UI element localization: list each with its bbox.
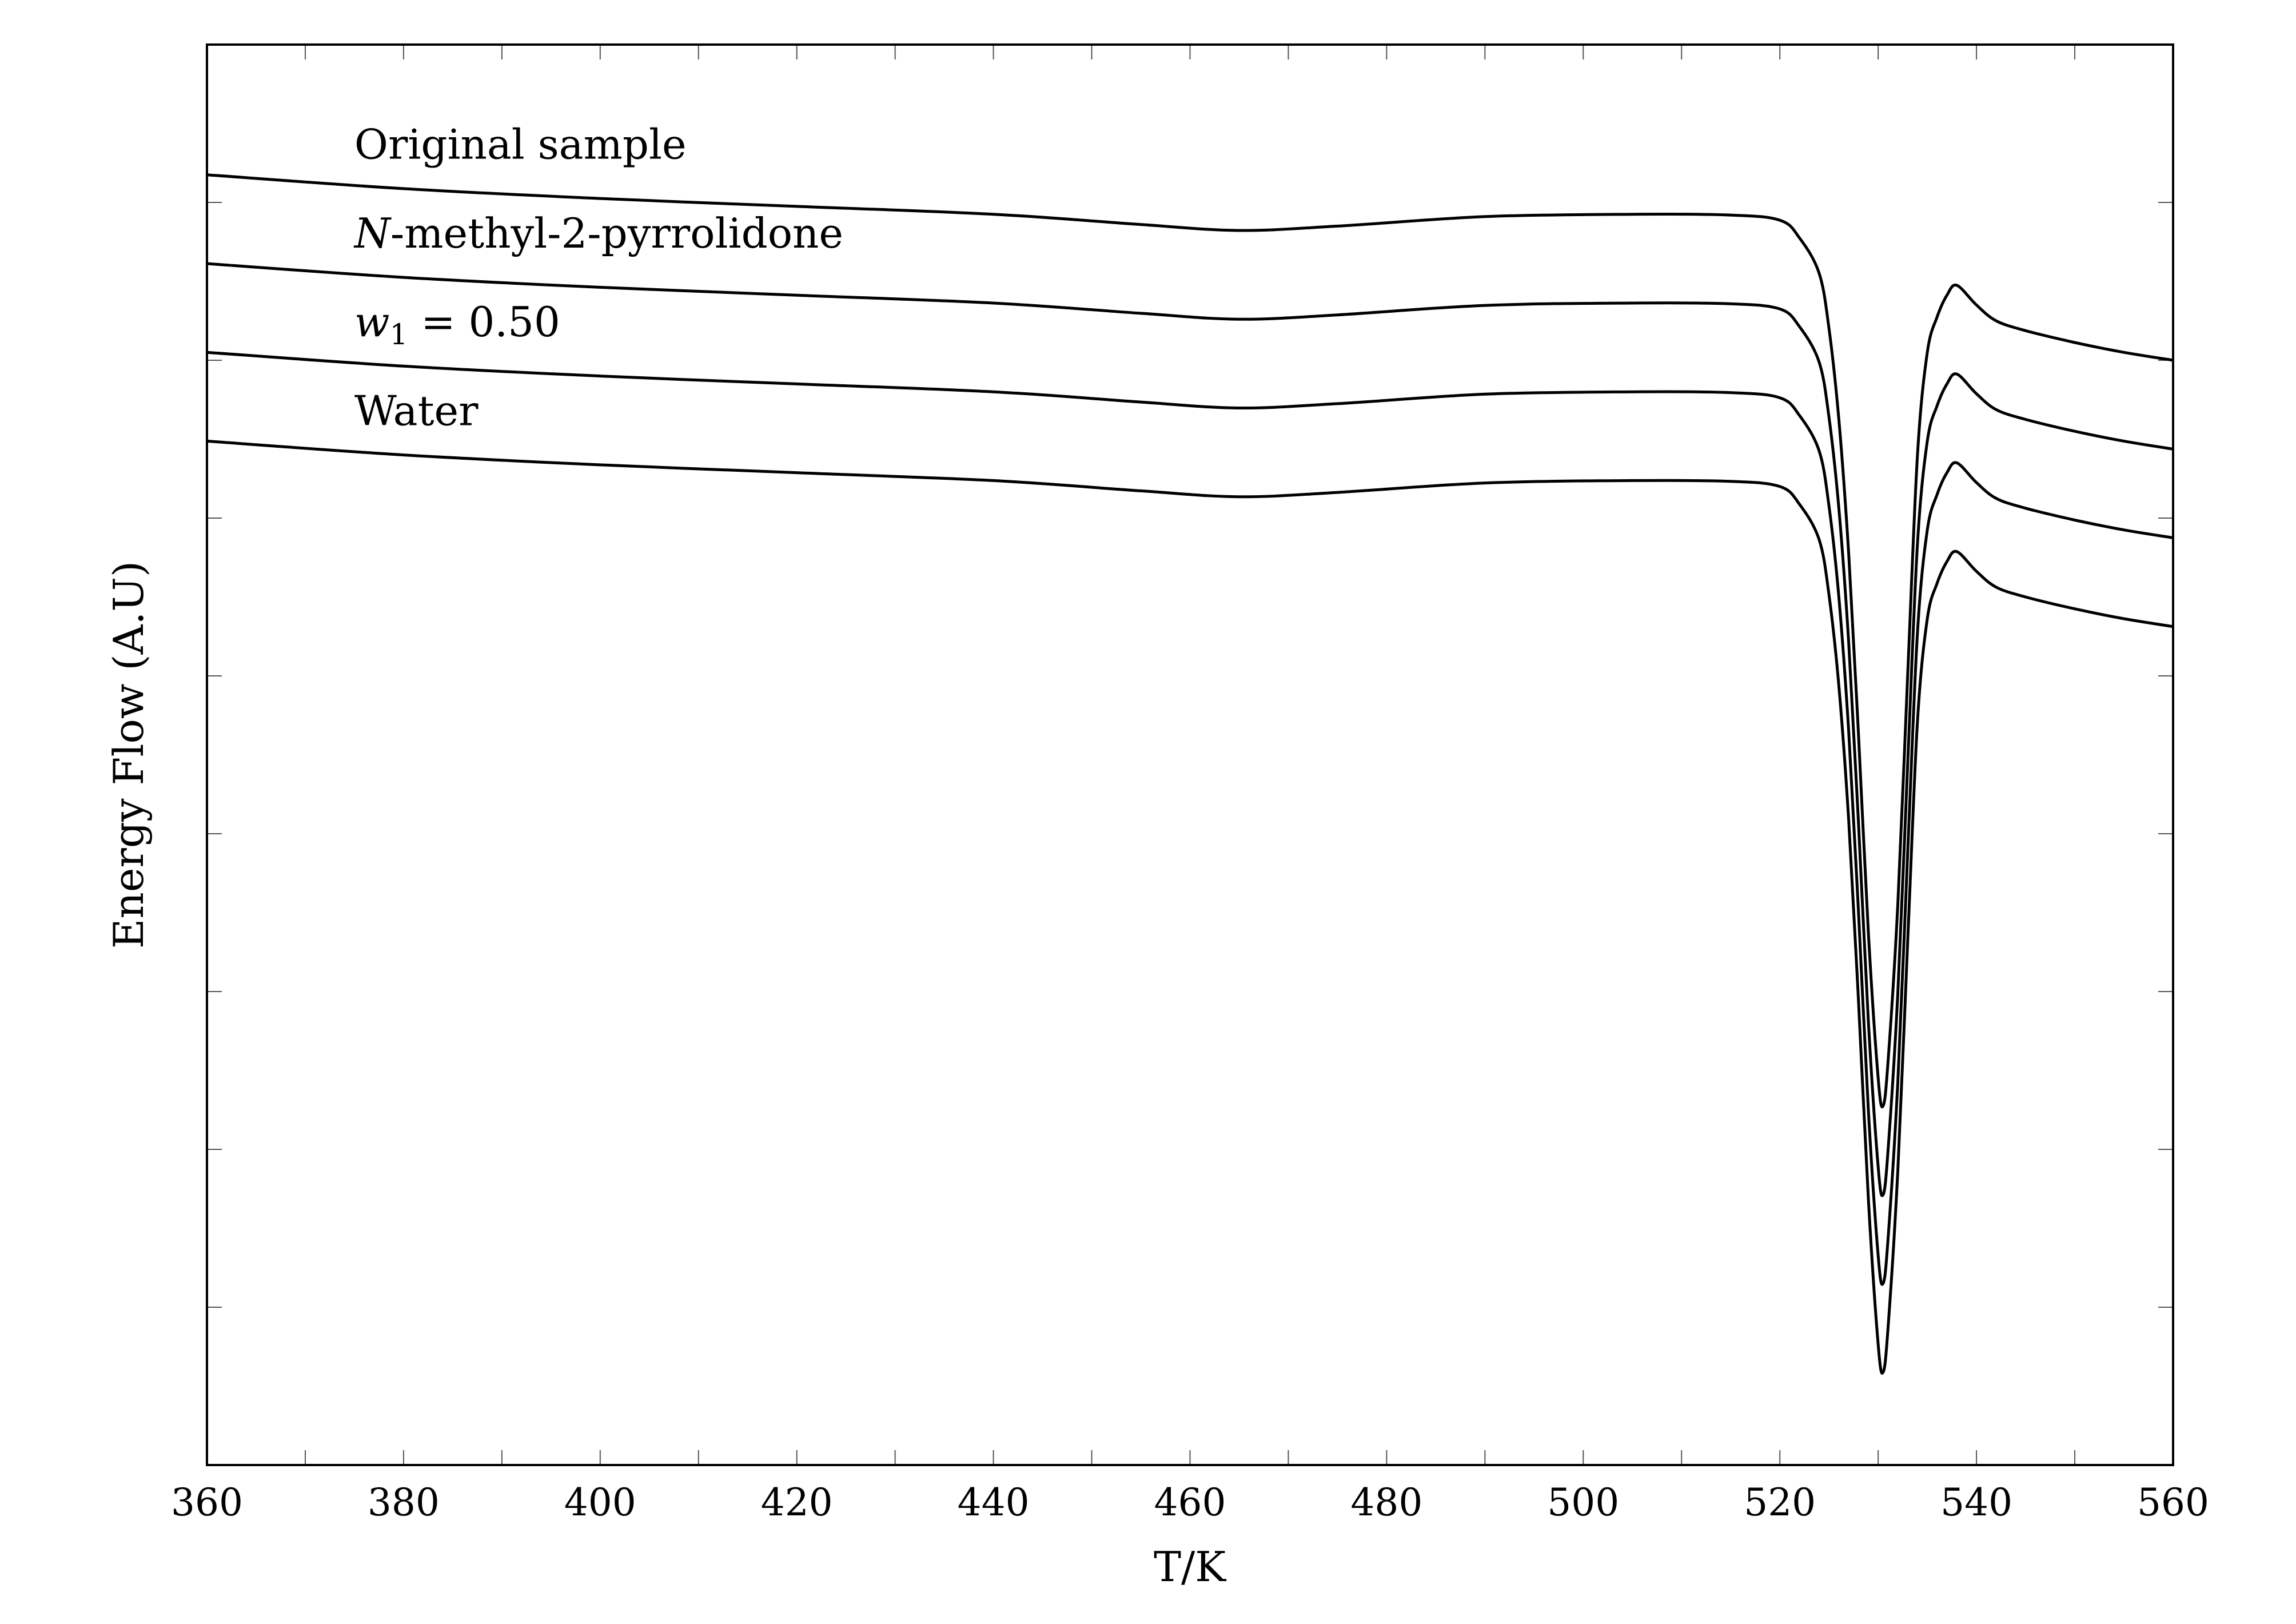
x-tick-label: 400 [564, 1480, 636, 1525]
series-line [206, 262, 2174, 1197]
x-tick-label: 560 [2137, 1480, 2209, 1525]
x-tick-label: 540 [1940, 1480, 2012, 1525]
series-lines [206, 173, 2174, 1375]
x-tick-label: 440 [958, 1480, 1030, 1525]
x-tick-label: 380 [368, 1480, 440, 1525]
series-line [206, 173, 2174, 1109]
x-tick-label: 500 [1547, 1480, 1619, 1525]
x-tick-label: 520 [1744, 1480, 1816, 1525]
x-tick-labels: 360 380 400 420 440 460 480 500 520 540 560 [171, 1480, 2209, 1525]
x-tick-label: 420 [761, 1480, 833, 1525]
series-label: Water [354, 387, 479, 435]
x-axis-label: T/K [1154, 1543, 1226, 1591]
x-tick-label: 360 [171, 1480, 243, 1525]
series-label: Original sample [354, 121, 687, 169]
x-axis-ticks [304, 45, 2076, 1465]
series-line [206, 439, 2174, 1375]
series-label: N-methyl-2-pyrrolidone [353, 209, 843, 257]
x-tick-label: 460 [1154, 1480, 1226, 1525]
y-axis-ticks [207, 202, 2173, 1308]
series-label: w1 = 0.50 [354, 298, 560, 351]
x-tick-label: 480 [1350, 1480, 1422, 1525]
plot-frame [206, 43, 2174, 1466]
series-labels: Original sample N-methyl-2-pyrrolidone w1 … [353, 121, 843, 435]
series-line [206, 351, 2174, 1286]
y-axis-label: Energy Flow (A.U) [105, 561, 153, 949]
